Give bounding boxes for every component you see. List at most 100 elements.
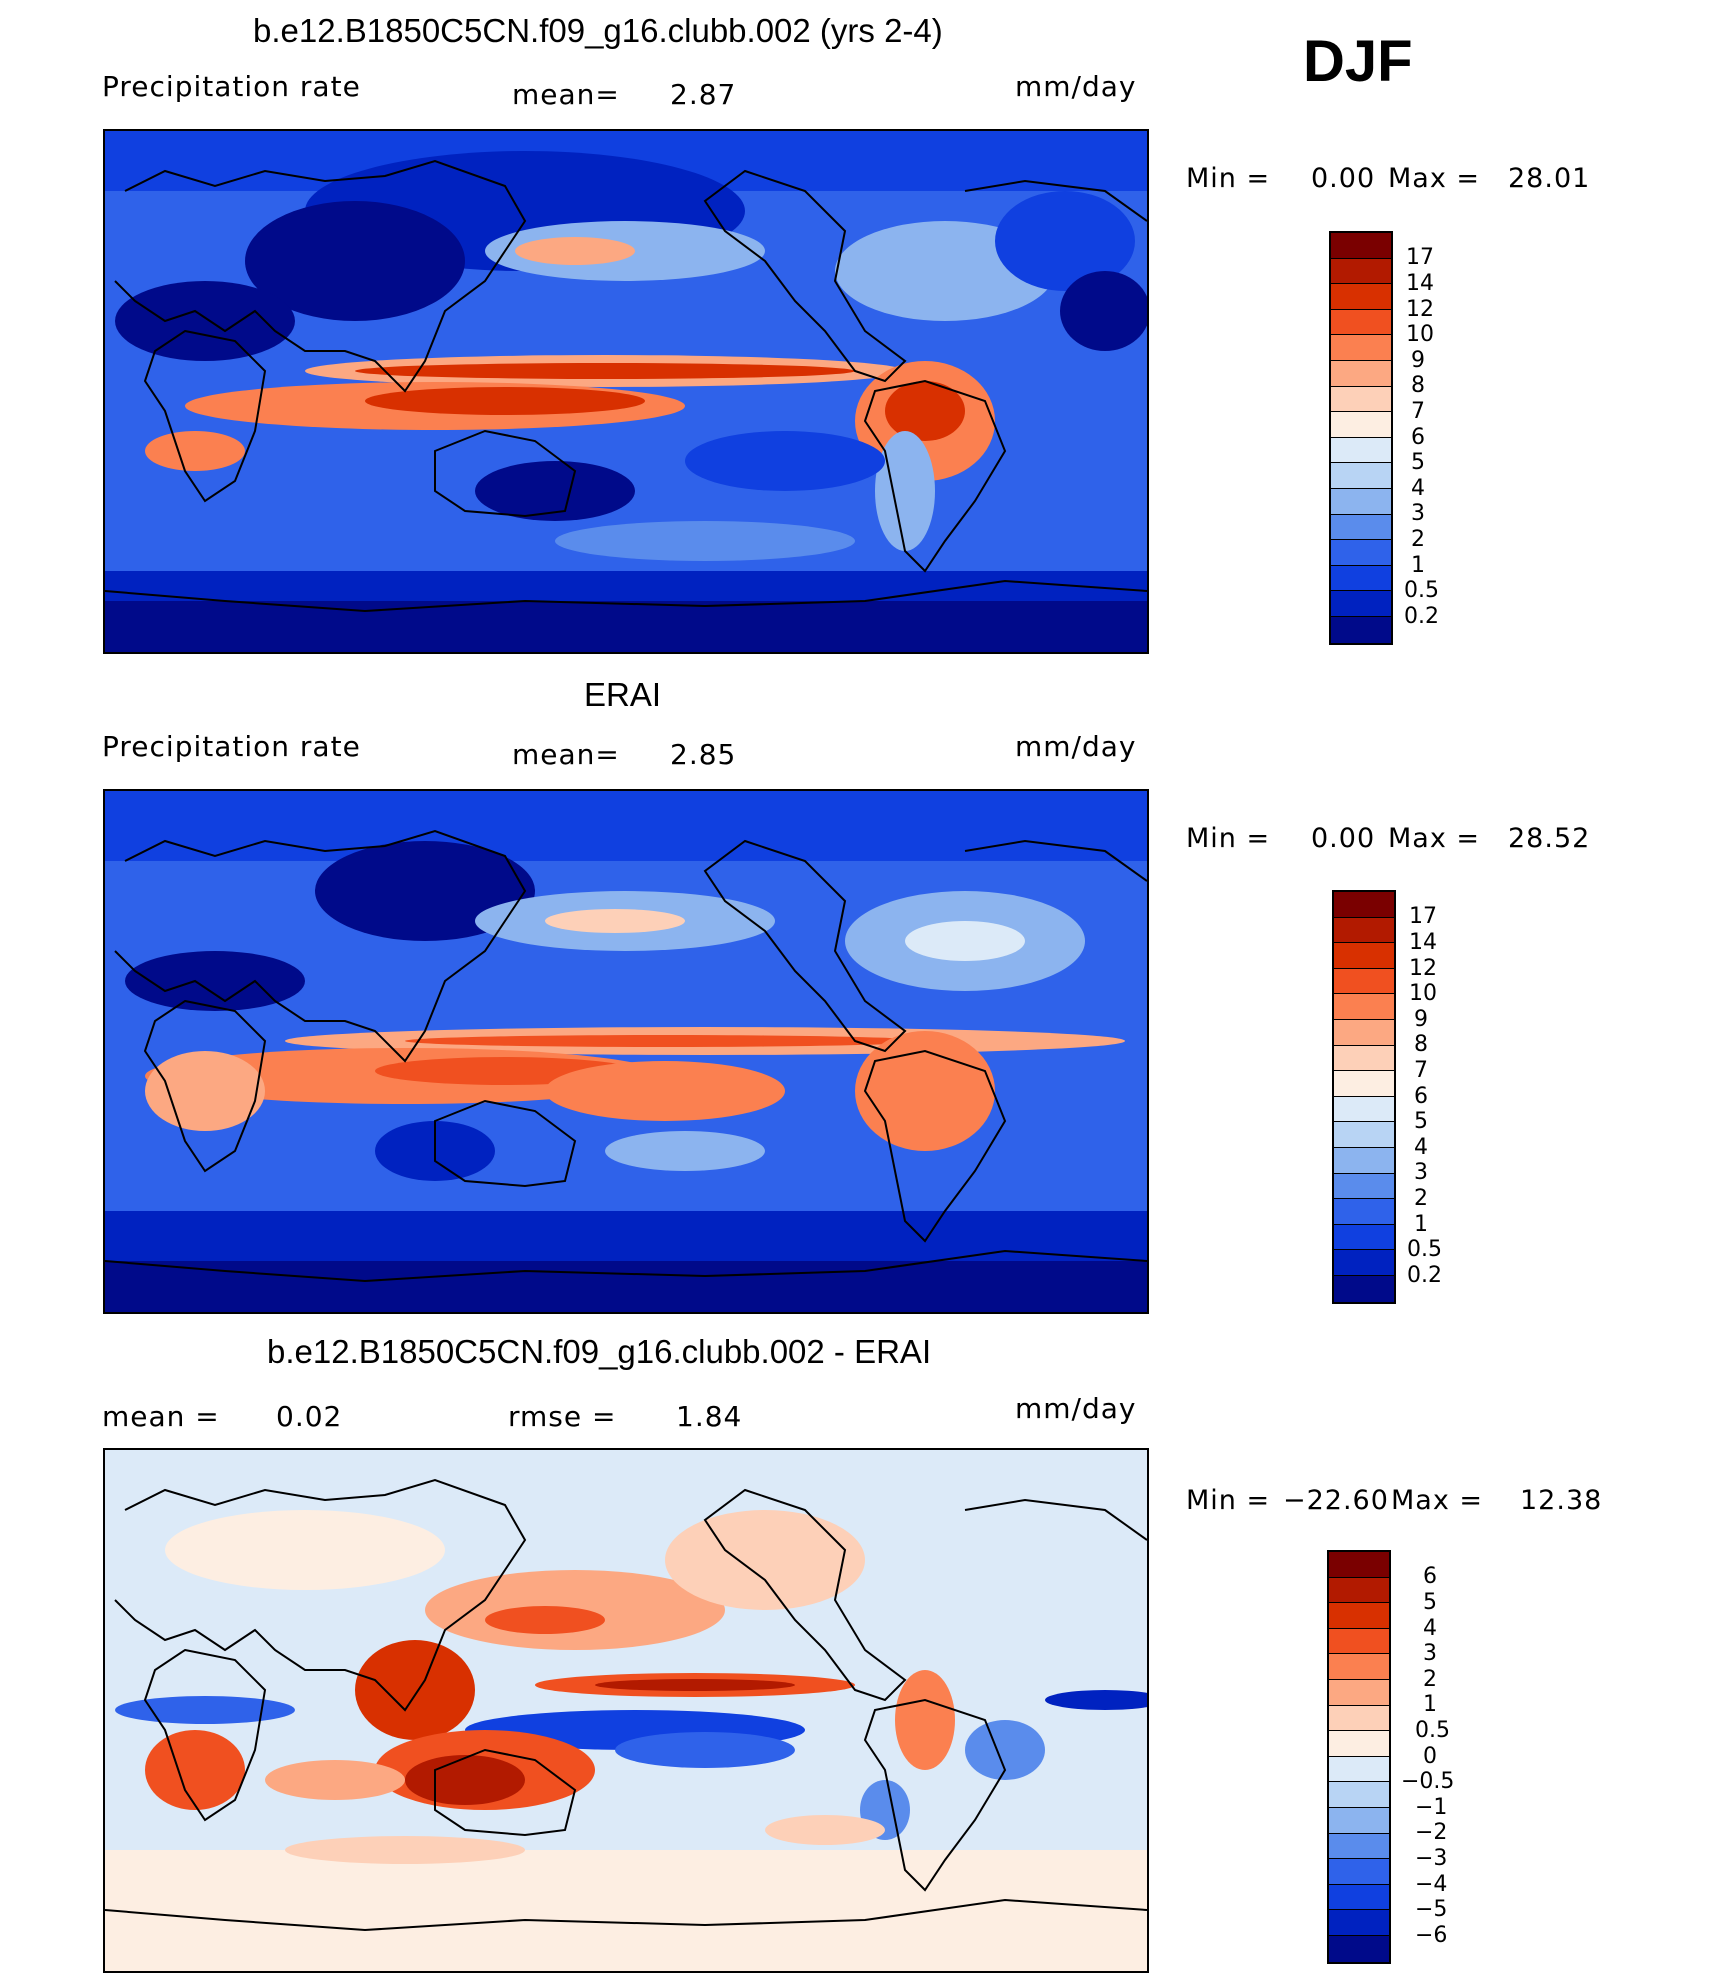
colorbar-swatch	[1334, 1250, 1394, 1276]
colorbar-swatch	[1329, 1552, 1389, 1578]
colorbar-swatch	[1329, 1628, 1389, 1655]
panel-1-max-label: Max =	[1388, 163, 1481, 194]
colorbar-label: 3	[1423, 1641, 1437, 1666]
colorbar-swatch	[1331, 514, 1391, 541]
colorbar-label: 6	[1414, 1084, 1428, 1109]
colorbar-label: 6	[1411, 425, 1425, 450]
colorbar-label: 14	[1406, 271, 1434, 296]
colorbar-label: −5	[1415, 1897, 1448, 1922]
colorbar-swatch	[1329, 1654, 1389, 1680]
colorbar-label: 12	[1409, 956, 1437, 981]
colorbar-swatch	[1329, 1859, 1389, 1885]
colorbar-label: 3	[1411, 501, 1425, 526]
panel-2-map-svg	[105, 791, 1147, 1312]
colorbar-label: −2	[1415, 1820, 1448, 1845]
panel-2-min-value: 0.00	[1311, 823, 1376, 854]
colorbar-swatch	[1329, 1577, 1389, 1604]
panel-2-max-label: Max =	[1388, 823, 1481, 854]
colorbar-label: 8	[1411, 373, 1425, 398]
colorbar-swatch	[1334, 1096, 1394, 1123]
colorbar-swatch	[1334, 943, 1394, 969]
colorbar-label: 0	[1423, 1744, 1437, 1769]
colorbar-swatch	[1334, 1173, 1394, 1200]
panel-1-units: mm/day	[1015, 70, 1137, 103]
colorbar-label: 7	[1411, 399, 1425, 424]
colorbar-label: 17	[1409, 904, 1437, 929]
colorbar-label: 9	[1411, 348, 1425, 373]
colorbar-label: 2	[1411, 527, 1425, 552]
colorbar-label: 0.5	[1404, 578, 1439, 603]
panel-3-units: mm/day	[1015, 1392, 1137, 1425]
colorbar-label: −4	[1415, 1872, 1448, 1897]
panel-1-map	[103, 129, 1149, 654]
panel-3-mean-label: mean =	[102, 1400, 220, 1433]
colorbar-swatch	[1334, 1122, 1394, 1148]
colorbar-swatch	[1331, 412, 1391, 438]
colorbar-swatch	[1334, 917, 1394, 944]
panel-2-min-label: Min =	[1186, 823, 1271, 854]
panel-3-title: b.e12.B1850C5CN.f09_g16.clubb.002 - ERAI	[267, 1333, 932, 1370]
colorbar-label: 7	[1414, 1058, 1428, 1083]
colorbar-swatch	[1331, 233, 1391, 259]
colorbar-swatch	[1334, 994, 1394, 1020]
colorbar-label: 12	[1406, 297, 1434, 322]
colorbar-swatch	[1331, 386, 1391, 413]
colorbar-label: 1	[1423, 1692, 1437, 1717]
colorbar-label: 10	[1406, 322, 1434, 347]
panel-3-rmse-label: rmse =	[508, 1400, 617, 1433]
panel-3-rmse-value: 1.84	[676, 1400, 743, 1433]
colorbar-swatch	[1334, 892, 1394, 918]
panel-1-mean-label: mean=	[512, 78, 620, 111]
panel-2-colorbar	[1332, 890, 1396, 1304]
colorbar-label: 2	[1414, 1186, 1428, 1211]
colorbar-label: 5	[1411, 450, 1425, 475]
colorbar-swatch	[1329, 1731, 1389, 1757]
colorbar-swatch	[1329, 1782, 1389, 1808]
colorbar-swatch	[1329, 1603, 1389, 1629]
colorbar-swatch	[1331, 437, 1391, 464]
colorbar-swatch	[1331, 463, 1391, 489]
colorbar-swatch	[1334, 1019, 1394, 1046]
panel-2-max-value: 28.52	[1508, 823, 1591, 854]
colorbar-swatch	[1331, 335, 1391, 361]
panel-1-min-label: Min =	[1186, 163, 1271, 194]
colorbar-label: −1	[1415, 1795, 1448, 1820]
panel-2-map	[103, 789, 1149, 1314]
colorbar-label: 5	[1423, 1590, 1437, 1615]
colorbar-label: 14	[1409, 930, 1437, 955]
colorbar-label: 17	[1406, 245, 1434, 270]
colorbar-label: 8	[1414, 1032, 1428, 1057]
colorbar-swatch	[1329, 1807, 1389, 1834]
panel-1-title: b.e12.B1850C5CN.f09_g16.clubb.002 (yrs 2…	[253, 12, 943, 49]
colorbar-swatch	[1329, 1756, 1389, 1783]
colorbar-swatch	[1329, 1679, 1389, 1706]
panel-1-map-svg	[105, 131, 1147, 652]
season-label: DJF	[1303, 29, 1413, 94]
colorbar-label: 4	[1414, 1135, 1428, 1160]
panel-3-max-value: 12.38	[1520, 1485, 1603, 1516]
colorbar-label: −3	[1415, 1846, 1448, 1871]
colorbar-swatch	[1329, 1705, 1389, 1732]
colorbar-label: −0.5	[1401, 1769, 1455, 1794]
panel-1-mean-value: 2.87	[670, 78, 737, 111]
panel-2-variable-label: Precipitation rate	[102, 730, 361, 763]
colorbar-swatch	[1334, 1045, 1394, 1072]
panel-1-min-value: 0.00	[1311, 163, 1376, 194]
colorbar-swatch	[1329, 1833, 1389, 1860]
colorbar-label: 4	[1411, 476, 1425, 501]
colorbar-swatch	[1329, 1884, 1389, 1911]
colorbar-label: 10	[1409, 981, 1437, 1006]
colorbar-swatch	[1331, 284, 1391, 310]
colorbar-swatch	[1331, 488, 1391, 515]
colorbar-swatch	[1329, 1935, 1389, 1962]
colorbar-swatch	[1334, 968, 1394, 995]
colorbar-label: 5	[1414, 1109, 1428, 1134]
colorbar-swatch	[1334, 1224, 1394, 1251]
panel-2-units: mm/day	[1015, 730, 1137, 763]
colorbar-swatch	[1331, 591, 1391, 617]
colorbar-swatch	[1329, 1910, 1389, 1936]
colorbar-label: 9	[1414, 1007, 1428, 1032]
colorbar-swatch	[1331, 258, 1391, 285]
colorbar-swatch	[1331, 565, 1391, 592]
colorbar-label: 2	[1423, 1667, 1437, 1692]
